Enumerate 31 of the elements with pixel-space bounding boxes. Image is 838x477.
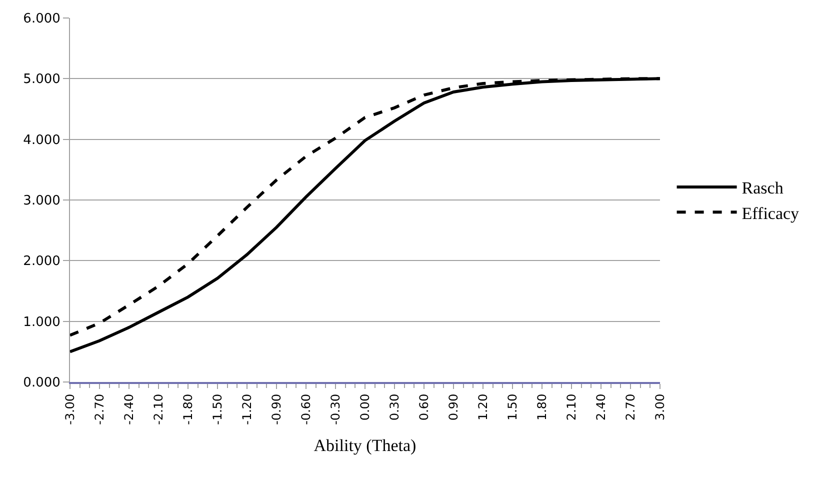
x-tick-label: 2.70 (623, 394, 638, 421)
x-tick-label: 0.00 (358, 394, 372, 421)
x-tick-label: 1.20 (476, 394, 490, 421)
x-tick-label: -1.50 (210, 394, 224, 425)
x-tick-label: -2.10 (151, 394, 166, 425)
x-tick-label: 3.00 (652, 394, 667, 421)
y-tick-label: 6.000 (23, 12, 60, 27)
x-tick-label: 0.30 (387, 394, 402, 421)
legend-label: Rasch (742, 178, 784, 198)
x-tick-label: -2.70 (92, 394, 106, 425)
x-axis-title: Ability (Theta) (314, 436, 416, 455)
y-tick-label: 2.000 (23, 254, 60, 270)
x-tick-label: -0.90 (269, 394, 284, 425)
x-tick-label: 1.50 (505, 394, 520, 421)
legend-label: Efficacy (742, 204, 800, 223)
x-tick-label: -1.80 (180, 394, 195, 425)
x-tick-label: -0.30 (328, 394, 342, 425)
x-tick-label: 0.90 (446, 394, 460, 421)
x-tick-label: -0.60 (298, 394, 313, 425)
x-tick-label: 0.60 (416, 394, 431, 421)
y-tick-label: 0.000 (23, 376, 60, 391)
x-tick-label: -2.40 (122, 394, 136, 425)
y-tick-label: 1.000 (23, 314, 60, 330)
x-tick-label: 1.80 (534, 394, 549, 421)
x-tick-label: -1.20 (240, 394, 254, 425)
x-tick-label: 2.40 (594, 394, 608, 421)
y-tick-label: 5.000 (23, 72, 60, 88)
y-tick-label: 3.000 (23, 194, 60, 209)
x-tick-label: 2.10 (564, 394, 578, 421)
y-tick-label: 4.000 (23, 132, 60, 148)
x-tick-label: -3.00 (62, 394, 77, 425)
